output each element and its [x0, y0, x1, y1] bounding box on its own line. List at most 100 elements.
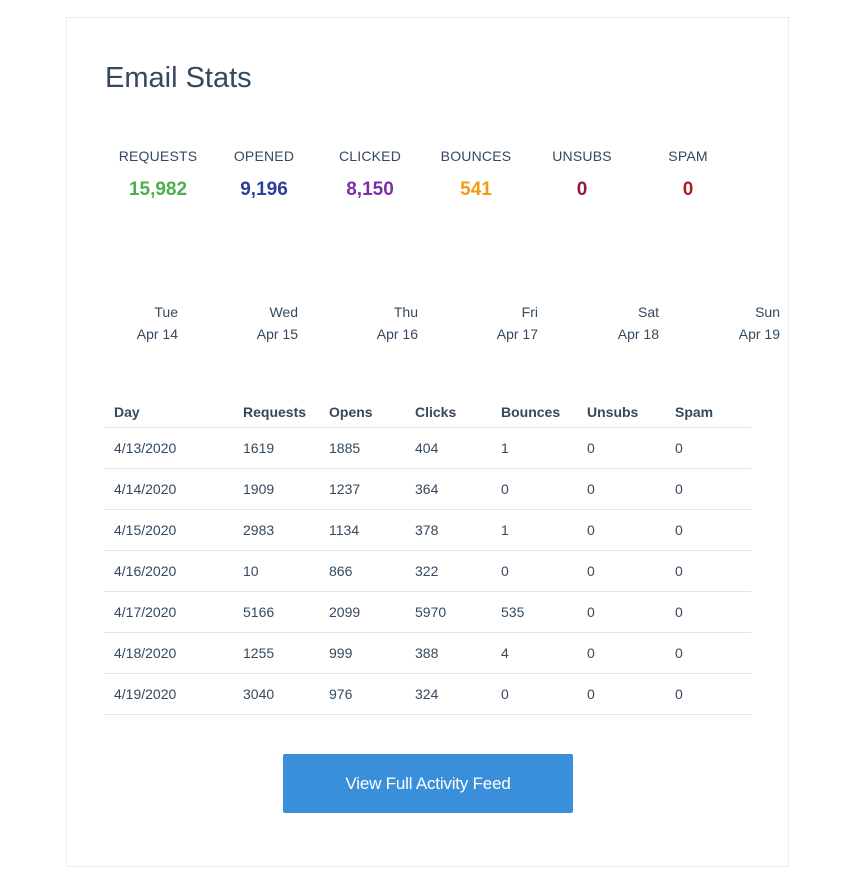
day-label: Sun Apr 19 — [680, 301, 780, 345]
table-cell: 324 — [405, 673, 491, 715]
table-cell: 1 — [491, 427, 577, 469]
table-cell: 4/17/2020 — [104, 591, 233, 633]
table-row: 4/16/2020 10 866 322 0 0 0 — [104, 550, 751, 592]
stats-table: Day Requests Opens Clicks Bounces Unsubs Spam … — [104, 396, 751, 715]
stat-bounces: BOUNCES 541 — [416, 148, 536, 201]
stat-value: 9,196 — [240, 179, 288, 200]
table-cell: 535 — [491, 591, 577, 633]
day-weekday: Sun — [755, 304, 780, 320]
stat-opened: OPENED 9,196 — [204, 148, 324, 201]
table-cell: 1885 — [319, 427, 405, 469]
day-weekday: Sat — [637, 304, 659, 320]
stat-label: SPAM — [668, 148, 708, 164]
day-label: Thu Apr 16 — [318, 301, 418, 345]
table-cell: 0 — [577, 673, 665, 715]
table-cell: 0 — [665, 632, 751, 674]
table-cell: 4/15/2020 — [104, 509, 233, 551]
table-row: 4/17/2020 5166 2099 5970 535 0 0 — [104, 591, 751, 633]
table-row: 4/15/2020 2983 1134 378 1 0 0 — [104, 509, 751, 551]
column-header-opens: Opens — [319, 396, 405, 428]
table-row: 4/18/2020 1255 999 388 4 0 0 — [104, 632, 751, 674]
table-cell: 1619 — [233, 427, 319, 469]
table-cell: 4/18/2020 — [104, 632, 233, 674]
column-header-unsubs: Unsubs — [577, 396, 665, 428]
stat-unsubs: UNSUBS 0 — [522, 148, 642, 201]
stat-label: OPENED — [233, 148, 295, 164]
day-label: Wed Apr 15 — [198, 301, 298, 345]
table-cell: 0 — [577, 509, 665, 551]
view-activity-feed-button[interactable]: View Full Activity Feed — [283, 754, 573, 813]
table-cell: 0 — [491, 468, 577, 510]
table-cell: 4/14/2020 — [104, 468, 233, 510]
table-cell: 976 — [319, 673, 405, 715]
table-cell: 0 — [491, 550, 577, 592]
table-cell: 1255 — [233, 632, 319, 674]
day-date: Apr 16 — [376, 326, 418, 342]
table-cell: 0 — [665, 427, 751, 469]
table-row: 4/13/2020 1619 1885 404 1 0 0 — [104, 427, 751, 469]
table-cell: 2983 — [233, 509, 319, 551]
table-cell: 0 — [577, 632, 665, 674]
table-row: 4/19/2020 3040 976 324 0 0 0 — [104, 673, 751, 715]
table-cell: 866 — [319, 550, 405, 592]
table-cell: 0 — [665, 673, 751, 715]
table-cell: 388 — [405, 632, 491, 674]
stat-clicked: CLICKED 8,150 — [310, 148, 430, 201]
table-cell: 322 — [405, 550, 491, 592]
column-header-bounces: Bounces — [491, 396, 577, 428]
stat-label: UNSUBS — [552, 148, 612, 164]
table-cell: 4/13/2020 — [104, 427, 233, 469]
table-cell: 0 — [665, 509, 751, 551]
day-weekday: Tue — [154, 304, 178, 320]
table-header-row: Day Requests Opens Clicks Bounces Unsubs Spam — [104, 396, 751, 428]
table-cell: 4 — [491, 632, 577, 674]
stat-label: CLICKED — [338, 148, 402, 164]
table-cell: 4/19/2020 — [104, 673, 233, 715]
column-header-clicks: Clicks — [405, 396, 491, 428]
table-cell: 999 — [319, 632, 405, 674]
day-weekday: Fri — [521, 304, 538, 320]
table-cell: 1134 — [319, 509, 405, 551]
column-header-requests: Requests — [233, 396, 319, 428]
table-cell: 10 — [233, 550, 319, 592]
day-weekday: Thu — [393, 304, 418, 320]
stat-value: 8,150 — [346, 179, 394, 200]
day-date: Apr 18 — [617, 326, 659, 342]
day-date: Apr 14 — [136, 326, 178, 342]
stat-requests: REQUESTS 15,982 — [98, 148, 218, 201]
table-row: 4/14/2020 1909 1237 364 0 0 0 — [104, 468, 751, 510]
table-cell: 378 — [405, 509, 491, 551]
table-cell: 0 — [665, 550, 751, 592]
stat-label: BOUNCES — [440, 148, 512, 164]
table-cell: 0 — [665, 468, 751, 510]
table-cell: 1237 — [319, 468, 405, 510]
table-cell: 4/16/2020 — [104, 550, 233, 592]
table-cell: 5970 — [405, 591, 491, 633]
stat-value: 15,982 — [128, 179, 188, 200]
day-label: Sat Apr 18 — [559, 301, 659, 345]
stat-value: 0 — [682, 179, 694, 200]
table-cell: 0 — [577, 427, 665, 469]
page-title: Email Stats — [105, 62, 252, 94]
table-cell: 364 — [405, 468, 491, 510]
table-cell: 2099 — [319, 591, 405, 633]
table-cell: 0 — [577, 550, 665, 592]
day-date: Apr 15 — [256, 326, 298, 342]
day-label: Fri Apr 17 — [438, 301, 538, 345]
table-cell: 0 — [491, 673, 577, 715]
table-cell: 1 — [491, 509, 577, 551]
day-label: Tue Apr 14 — [78, 301, 178, 345]
table-cell: 0 — [577, 468, 665, 510]
day-date: Apr 17 — [496, 326, 538, 342]
column-header-day: Day — [104, 396, 233, 428]
column-header-spam: Spam — [665, 396, 751, 428]
stat-label: REQUESTS — [118, 148, 198, 164]
table-cell: 5166 — [233, 591, 319, 633]
table-cell: 3040 — [233, 673, 319, 715]
table-cell: 0 — [577, 591, 665, 633]
stat-value: 541 — [460, 179, 492, 200]
table-cell: 0 — [665, 591, 751, 633]
stat-value: 0 — [576, 179, 588, 200]
table-cell: 1909 — [233, 468, 319, 510]
email-stats-card: Email Stats REQUESTS 15,982 OPENED 9,196 CLI… — [66, 17, 789, 867]
